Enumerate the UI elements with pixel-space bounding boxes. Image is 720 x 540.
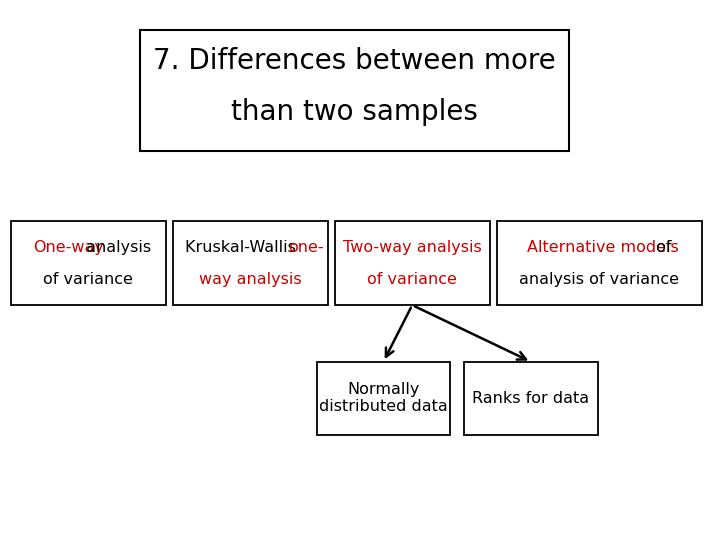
FancyBboxPatch shape — [11, 221, 166, 305]
FancyBboxPatch shape — [317, 362, 450, 435]
Text: Two-way analysis: Two-way analysis — [343, 240, 482, 254]
Text: analysis: analysis — [81, 240, 151, 254]
Text: Normally
distributed data: Normally distributed data — [319, 382, 448, 415]
FancyBboxPatch shape — [173, 221, 328, 305]
Text: of variance: of variance — [367, 272, 457, 287]
Text: Alternative models: Alternative models — [527, 240, 679, 254]
Text: than two samples: than two samples — [231, 98, 478, 126]
Text: 7. Differences between more: 7. Differences between more — [153, 47, 556, 75]
Text: of: of — [651, 240, 672, 254]
FancyBboxPatch shape — [335, 221, 490, 305]
Text: Ranks for data: Ranks for data — [472, 391, 590, 406]
Text: analysis of variance: analysis of variance — [519, 272, 680, 287]
FancyBboxPatch shape — [497, 221, 702, 305]
Text: of variance: of variance — [43, 272, 133, 287]
Text: one-: one- — [288, 240, 324, 254]
Text: One-way: One-way — [33, 240, 104, 254]
Text: Kruskal-Wallis: Kruskal-Wallis — [184, 240, 301, 254]
Text: way analysis: way analysis — [199, 272, 302, 287]
FancyBboxPatch shape — [140, 30, 569, 151]
FancyBboxPatch shape — [464, 362, 598, 435]
